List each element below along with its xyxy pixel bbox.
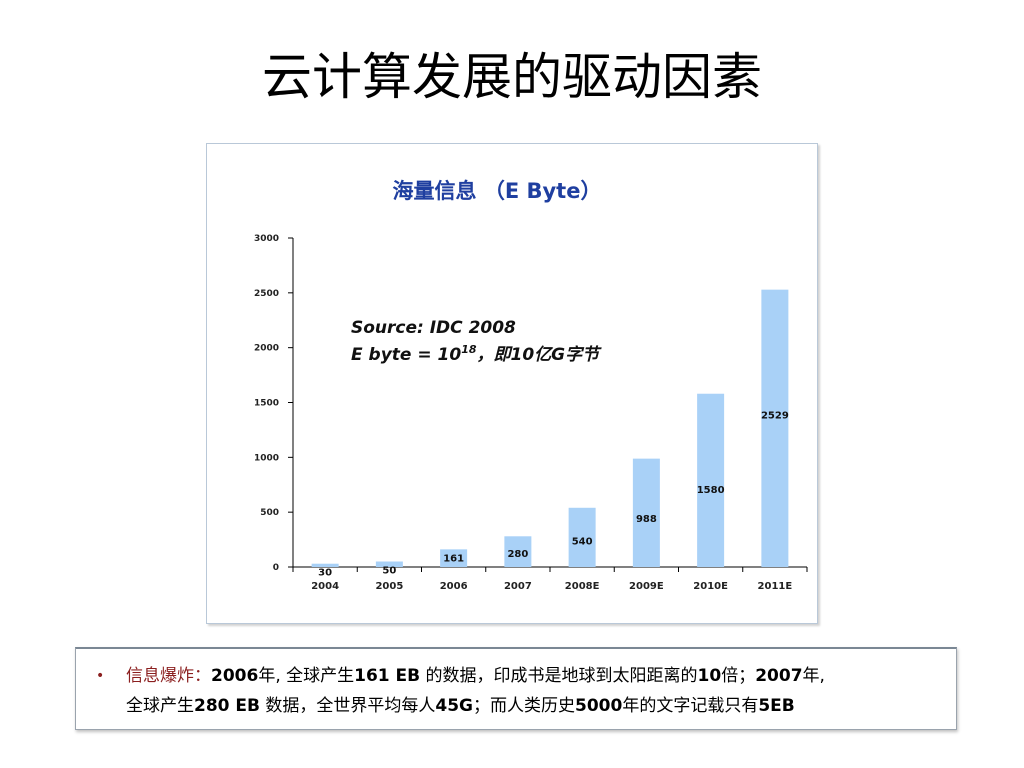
note-text-segment: 2006 [211, 666, 259, 686]
note-separator: ： [194, 666, 211, 686]
y-tick-label: 1500 [254, 399, 279, 409]
note-text-segment: 280 EB [194, 696, 260, 716]
slide-title: 云计算发展的驱动因素 [262, 48, 762, 106]
x-tick-label: 2007 [504, 581, 532, 592]
bar [697, 393, 725, 567]
y-tick-label: 2500 [254, 289, 279, 299]
x-tick-label: 2011E [758, 581, 793, 592]
annotation-unit-exponent: 18 [461, 343, 477, 356]
bar [568, 507, 596, 567]
bar [440, 549, 468, 567]
bar-value-label: 30 [318, 568, 332, 579]
note-text-segment: ；而人类历史 [473, 696, 576, 716]
bar-chart: 海量信息 （E Byte） 0 500 1000 1500 2000 2500 3000 30 2… [254, 179, 808, 592]
bar-value-label: 540 [572, 536, 593, 547]
annotation-unit: E byte = 1018，即10亿G字节 [351, 343, 602, 365]
bar-value-label: 2529 [761, 410, 789, 421]
y-tick-label: 500 [260, 508, 279, 518]
note-text-segment: 年, 全球产生 [258, 666, 355, 686]
annotation-unit-suffix: ，即10亿G字节 [477, 345, 603, 365]
x-tick-label: 2010E [693, 581, 728, 592]
annotation-unit-prefix: E byte = 10 [351, 345, 461, 365]
x-tick-label: 2006 [440, 581, 468, 592]
x-tick-label: 2009E [629, 581, 664, 592]
bar-value-label: 1580 [697, 485, 725, 496]
x-tick-label: 2008E [565, 581, 600, 592]
y-tick-label: 1000 [254, 453, 279, 463]
note-box: • 信息爆炸：2006年, 全球产生161 EB 的数据，印成书是地球到太阳距离… [75, 647, 957, 730]
note-text-segment: 的数据，印成书是地球到太阳距离的 [420, 666, 698, 686]
bar [311, 563, 339, 567]
note-text-segment: 年的文字记载只有 [622, 696, 759, 716]
note-line-2: 全球产生280 EB 数据，全世界平均每人45G；而人类历史5000年的文字记载… [126, 695, 946, 717]
bar-value-label: 161 [443, 553, 464, 564]
note-text-segment: 45G [435, 696, 474, 716]
annotation-source: Source: IDC 2008 [351, 318, 516, 338]
bar [375, 561, 403, 567]
note-highlight: 信息爆炸 [126, 666, 194, 686]
bar [761, 289, 789, 567]
bar-value-label: 280 [507, 549, 528, 560]
x-tick-label: 2004 [311, 581, 339, 592]
bar [504, 536, 532, 567]
chart-title: 海量信息 （E Byte） [393, 179, 602, 203]
bullet-icon: • [96, 668, 105, 684]
bar-value-label: 988 [636, 514, 657, 525]
note-text-segment: 161 EB [354, 666, 421, 686]
note-text-segment: 5EB [758, 696, 795, 716]
y-tick-label: 0 [273, 563, 279, 573]
note-line-1: 信息爆炸：2006年, 全球产生161 EB 的数据，印成书是地球到太阳距离的1… [126, 665, 946, 687]
note-text-segment: 年, [802, 666, 825, 686]
note-text-segment: 倍； [721, 666, 756, 686]
chart-panel: 海量信息 （E Byte） 0 500 1000 1500 2000 2500 3000 30 2… [206, 143, 818, 624]
note-text-segment: 10 [697, 666, 722, 686]
note-text-segment: 数据，全世界平均每人 [259, 696, 436, 716]
note-text-segment: 5000 [575, 696, 623, 716]
bar-value-label: 50 [382, 566, 396, 577]
note-text-segment: 2007 [755, 666, 803, 686]
note-text-segment: 全球产生 [126, 696, 194, 716]
y-tick-label: 3000 [254, 234, 279, 244]
y-tick-label: 2000 [254, 344, 279, 354]
x-tick-label: 2005 [375, 581, 403, 592]
bar [632, 458, 660, 567]
